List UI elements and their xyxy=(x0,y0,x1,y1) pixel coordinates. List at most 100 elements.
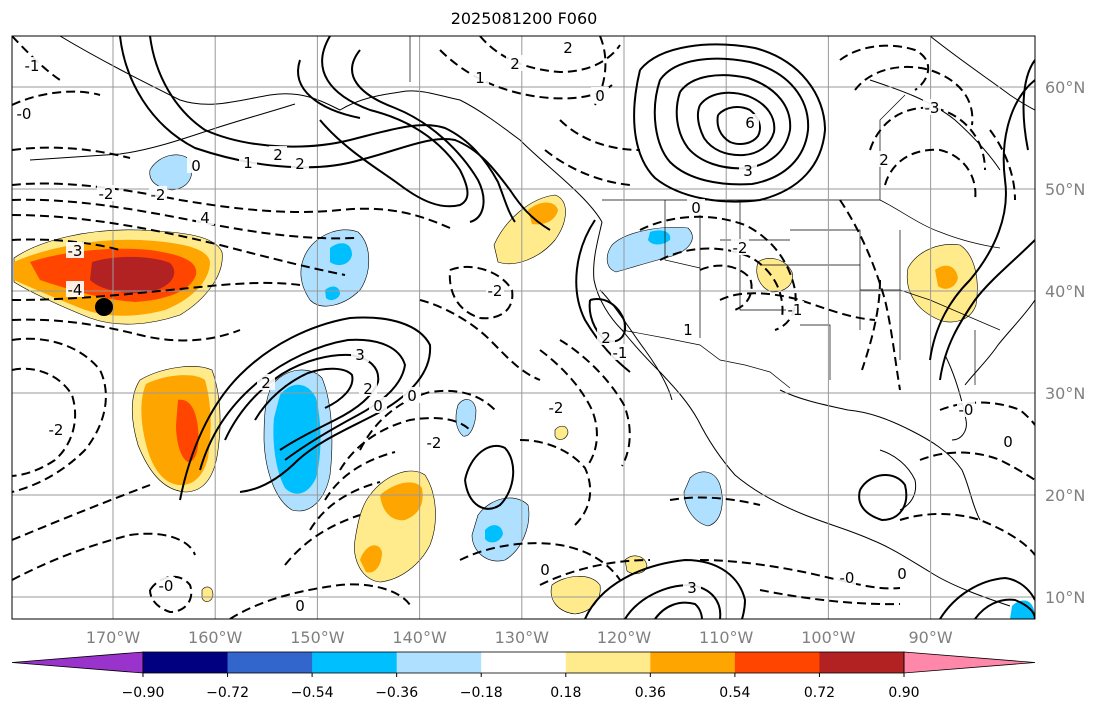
contour-label-background xyxy=(269,146,287,162)
dcontour-27 xyxy=(479,36,621,74)
contour-label-background xyxy=(291,597,309,613)
contour-label: -4 xyxy=(68,281,83,299)
contour-label: -2 xyxy=(99,185,114,203)
contour-east-1 xyxy=(929,79,1035,361)
contour-label-background xyxy=(187,157,205,173)
dcontour-24 xyxy=(669,496,761,506)
contour-label: 4 xyxy=(200,209,210,227)
dcontour-3 xyxy=(12,214,346,276)
dcontour-36 xyxy=(989,129,1016,201)
contour-alaska-5 xyxy=(297,59,361,119)
us-mexico-border xyxy=(621,329,791,389)
contour-label: 0 xyxy=(897,565,907,583)
contour-label: 0 xyxy=(295,597,305,615)
dcontour-18 xyxy=(284,514,361,566)
contour-label: -3 xyxy=(925,99,940,117)
dcontour-47 xyxy=(12,90,101,106)
contour-yukon-5 xyxy=(716,106,761,145)
positive-contours xyxy=(119,36,1035,619)
contour-yukon-1 xyxy=(633,43,827,203)
contour-label: -3 xyxy=(68,242,83,260)
contour-label-background xyxy=(257,374,275,390)
contour-label-background xyxy=(786,301,804,317)
contour-label-background xyxy=(679,321,697,337)
warm-anomaly-pacific-north-core xyxy=(90,256,175,293)
canada-us-border xyxy=(602,199,1001,249)
dcontour-49 xyxy=(12,238,121,251)
dcontour-29 xyxy=(559,119,641,151)
contour-label: 2 xyxy=(879,151,889,169)
dcontour-5 xyxy=(12,318,241,342)
dcontour-39 xyxy=(699,264,753,311)
contour-label: -2 xyxy=(733,239,748,257)
contour-label: 0 xyxy=(1003,433,1013,451)
contour-label: 2 xyxy=(601,329,611,347)
dcontour-48 xyxy=(12,146,131,159)
dcontour-45 xyxy=(899,513,1035,556)
longitude-label: 170°W xyxy=(86,628,141,647)
contour-gulf xyxy=(858,474,908,522)
contour-label-background xyxy=(731,239,749,255)
dcontour-22 xyxy=(459,542,621,581)
contour-label: -1 xyxy=(613,344,628,362)
contour-label-background xyxy=(875,151,893,167)
contour-label: 0 xyxy=(595,87,605,105)
graticule xyxy=(12,36,1035,619)
contour-label-background xyxy=(425,434,443,450)
cold-anomaly-mexico xyxy=(683,471,723,527)
contour-label-background xyxy=(741,114,759,130)
contour-bottom-right-2 xyxy=(974,598,1035,619)
longitude-label: 120°W xyxy=(597,628,652,647)
contour-label: 3 xyxy=(687,579,697,597)
contour-label: 0 xyxy=(407,387,417,405)
contour-label-background xyxy=(597,329,615,345)
contour-alaska-4 xyxy=(351,49,485,223)
contour-label-background xyxy=(351,346,369,362)
dcontour-14 xyxy=(359,389,496,451)
state-line-4 xyxy=(790,229,861,330)
contour-label-background xyxy=(47,421,65,437)
longitude-label: 110°W xyxy=(699,628,754,647)
latitude-label: 20°N xyxy=(1045,486,1085,505)
contour-label-background xyxy=(923,99,941,115)
dcontour-13 xyxy=(419,299,541,381)
colorbar-swatch xyxy=(819,652,905,673)
contour-label: -2 xyxy=(549,399,564,417)
longitude-label: 90°W xyxy=(909,628,953,647)
contour-label-background xyxy=(739,162,757,178)
cold-anomaly-west-us xyxy=(606,227,693,273)
contour-label-background xyxy=(559,39,577,55)
dcontour-11 xyxy=(229,583,411,619)
dcontour-33 xyxy=(854,66,974,126)
dcontour-12 xyxy=(448,265,514,320)
map-panel: 2-1-0-2 -202 24631012-22-2-3-4-23200-2-2-1… xyxy=(12,36,1035,619)
contour-subtropical-2 xyxy=(199,338,407,471)
colorbar-tick-label: −0.90 xyxy=(122,685,165,701)
dcontour-4 xyxy=(12,281,301,301)
point-marker xyxy=(95,298,113,316)
map-frame xyxy=(11,35,1036,620)
dcontour-41 xyxy=(839,199,901,391)
contour-labels: 2-1-0-2 -202 24631012-22-2-3-4-23200-2-2-1… xyxy=(15,39,1017,615)
contour-bottom-right xyxy=(939,576,1035,619)
contour-label: 1 xyxy=(243,154,253,172)
contour-label-background xyxy=(999,433,1017,449)
colorbar-swatch xyxy=(481,652,567,673)
coastlines xyxy=(29,36,1035,607)
aleutians xyxy=(29,103,296,161)
contour-label: 2 xyxy=(510,55,520,73)
contour-label: 0 xyxy=(373,397,383,415)
contour-label: 0 xyxy=(540,561,550,579)
alaska-coast xyxy=(59,36,603,223)
contour-label: 2 xyxy=(261,374,271,392)
contour-label-background xyxy=(403,387,421,403)
colorbar-swatch xyxy=(650,652,736,673)
longitude-label: 130°W xyxy=(495,628,550,647)
contour-south-1 xyxy=(584,558,747,619)
dcontour-23 xyxy=(539,559,651,586)
latitude-label: 40°N xyxy=(1045,282,1085,301)
dcontour-7 xyxy=(12,367,77,477)
colorbar-tick-label: −0.72 xyxy=(206,685,249,701)
dcontour-20 xyxy=(559,339,631,467)
contour-label: 2 xyxy=(273,146,283,164)
